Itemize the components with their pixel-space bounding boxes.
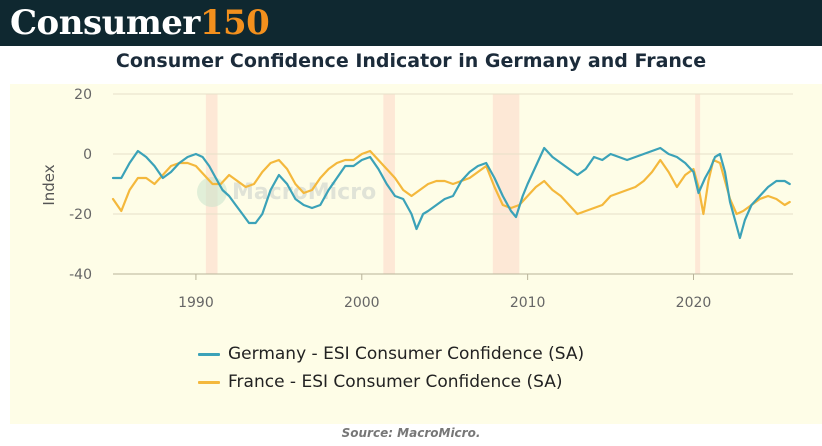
- brand-word: Consumer: [10, 3, 200, 43]
- x-tick-label: 2000: [344, 295, 380, 311]
- legend-item-germany[interactable]: Germany - ESI Consumer Confidence (SA): [198, 340, 584, 368]
- series: [111, 146, 791, 240]
- y-axis-label: Index: [40, 164, 58, 205]
- x-tick-label: 2010: [510, 295, 546, 311]
- chart-title: Consumer Confidence Indicator in Germany…: [115, 50, 707, 72]
- brand-number: 150: [199, 3, 270, 43]
- y-tick-label: 0: [83, 147, 92, 163]
- brand-logo: Consumer150: [10, 1, 270, 45]
- y-tick-label: -20: [69, 207, 92, 223]
- legend-label-france: France - ESI Consumer Confidence (SA): [228, 372, 563, 392]
- series-line-germany: [111, 146, 791, 240]
- legend-label-germany: Germany - ESI Consumer Confidence (SA): [228, 344, 585, 364]
- y-tick-label: 20: [74, 87, 92, 103]
- chart-panel: [10, 84, 822, 424]
- legend-swatch-germany: [198, 352, 220, 356]
- axes: Index -40 -20 0 20 1990 2000 2010 2020: [40, 87, 793, 311]
- series-line-france: [111, 149, 791, 216]
- x-tick-label: 2020: [676, 295, 712, 311]
- brand-header: Consumer150: [0, 0, 822, 46]
- source-note: Source: MacroMicro.: [341, 426, 481, 440]
- legend-item-france[interactable]: France - ESI Consumer Confidence (SA): [198, 368, 584, 396]
- y-tick-label: -40: [69, 267, 92, 283]
- recession-band: [383, 94, 395, 274]
- x-tick-label: 1990: [178, 295, 214, 311]
- legend: Germany - ESI Consumer Confidence (SA) F…: [198, 340, 584, 396]
- legend-swatch-france: [198, 380, 220, 384]
